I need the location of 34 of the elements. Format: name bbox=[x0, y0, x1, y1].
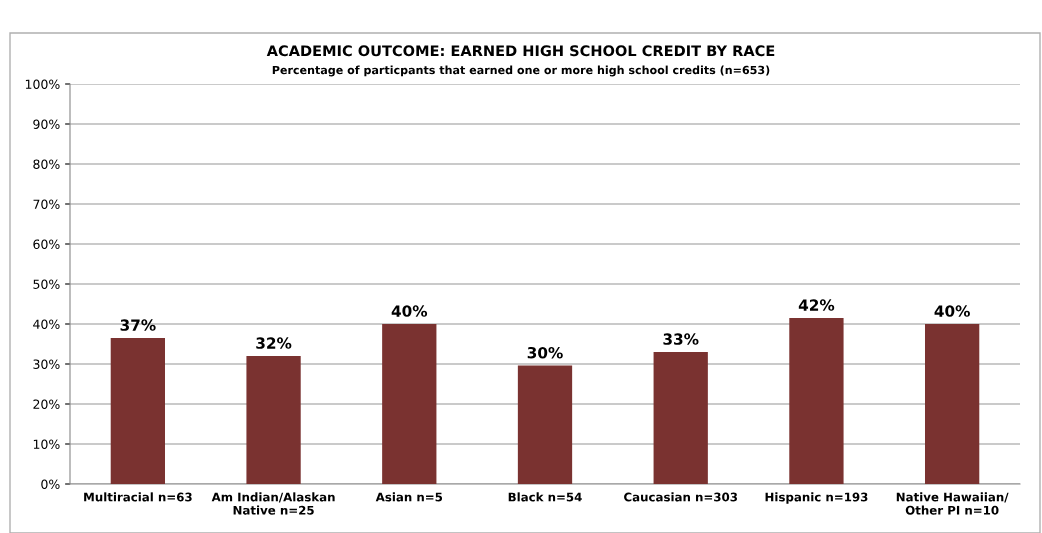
bar bbox=[110, 338, 165, 484]
data-label: 40% bbox=[391, 305, 428, 317]
y-tick-label: 80% bbox=[33, 159, 60, 169]
y-tick-label: 50% bbox=[33, 279, 60, 289]
y-tick-label: 90% bbox=[33, 119, 60, 129]
y-tick-label: 40% bbox=[33, 319, 60, 329]
y-tick-label: 60% bbox=[33, 239, 60, 249]
x-tick-label: Caucasian n=303 bbox=[624, 492, 738, 502]
data-label: 37% bbox=[120, 319, 156, 331]
chart-title: ACADEMIC OUTCOME: EARNED HIGH SCHOOL CREDIT BY RACE bbox=[266, 45, 775, 57]
x-tick-label: Native Hawaiian/ Other PI n=10 bbox=[896, 492, 1009, 515]
y-tick-label: 70% bbox=[33, 199, 60, 209]
x-tick-label: Multiracial n=63 bbox=[84, 492, 192, 502]
y-tick-label: 0% bbox=[41, 479, 60, 489]
x-tick-label: Black n=54 bbox=[508, 492, 582, 502]
y-tick-label: 20% bbox=[33, 399, 60, 409]
bar bbox=[925, 324, 980, 484]
data-label: 40% bbox=[934, 305, 970, 317]
bar bbox=[382, 324, 437, 484]
x-tick-label: Am Indian/Alaskan Native n=25 bbox=[211, 492, 335, 515]
bar bbox=[789, 318, 844, 484]
y-tick-label: 10% bbox=[33, 439, 60, 449]
data-label: 30% bbox=[527, 346, 563, 359]
x-tick-label: Hispanic n=193 bbox=[765, 492, 868, 504]
y-tick-label: 30% bbox=[33, 359, 60, 369]
chart-subtitle: Percentage of particpants that earned one or more high school credits (n=653) bbox=[272, 65, 770, 77]
x-tick-label: Asian n=5 bbox=[375, 492, 443, 502]
bar bbox=[246, 356, 301, 484]
data-label: 42% bbox=[798, 299, 835, 311]
y-tick-label: 100% bbox=[25, 79, 60, 89]
data-label: 33% bbox=[663, 333, 699, 345]
data-label: 32% bbox=[256, 337, 292, 349]
bar bbox=[653, 352, 708, 484]
bar bbox=[517, 365, 573, 484]
